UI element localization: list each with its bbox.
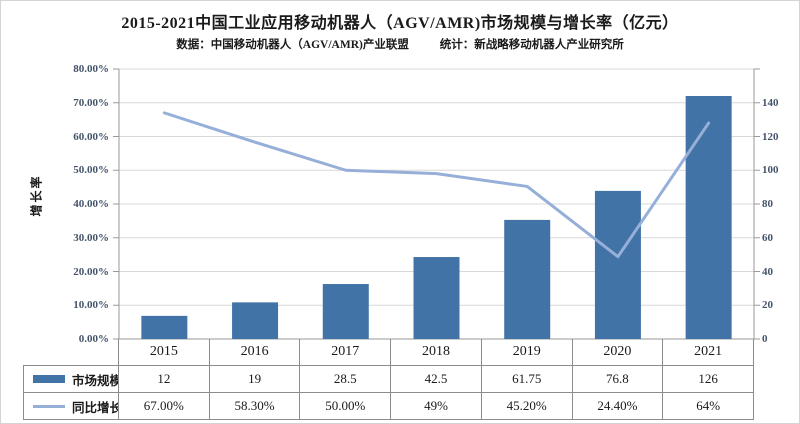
series-name: 市场规模 [72,373,119,388]
bar-2021 [685,96,732,339]
legend-cell-growth-rate: 同比增长率 [23,393,119,420]
bar-2016 [232,302,279,339]
year-cell: 2017 [300,339,392,366]
right-axis-tick-label: 60 [762,231,773,244]
left-axis-tick-label: 50.00% [73,164,109,177]
growth-value-cell: 45.20% [481,393,573,420]
market-value-cell: 61.75 [481,366,573,393]
year-cell: 2020 [572,339,664,366]
left-axis-tick-label: 0.00% [78,333,109,345]
growth-value-cell: 49% [391,393,482,420]
year-cell: 2019 [481,339,573,366]
stats-source-label: 统计：新战略移动机器人产业研究所 [439,39,624,51]
growth-rate-swatch [33,404,65,408]
bar-2019 [504,219,551,339]
left-axis-tick-label: 10.00% [73,299,109,312]
right-axis-tick-label: 100 [762,164,779,177]
left-axis-tick-label: 80.00% [73,63,109,75]
left-axis-tick-label: 20.00% [73,265,109,278]
market-value-cell: 12 [119,366,210,393]
growth-value-cell: 64% [663,393,754,420]
chart-subtitle: 数据：中国移动机器人（AGV/AMR)产业联盟 统计：新战略移动机器人产业研究所 [1,36,799,52]
year-cell: 2021 [663,339,754,366]
right-axis-tick-label: 0 [762,333,768,345]
year-cell: 2016 [209,339,301,366]
growth-value-cell: 50.00% [300,393,392,420]
market-value-cell: 42.5 [391,366,482,393]
left-axis-tick-label: 60.00% [73,130,109,143]
series-name: 同比增长率 [72,400,118,415]
market-value-cell: 28.5 [300,366,392,393]
bar-2020 [594,190,641,339]
growth-rate-line [162,111,711,259]
bar-2018 [413,257,460,339]
right-axis-tick-label: 120 [762,130,779,143]
right-axis-tick-label: 20 [762,299,773,312]
data-table: 2015 2016 2017 2018 2019 2020 2021 市场规模 12 19 28.5… [23,339,754,420]
growth-value-cell: 58.30% [209,393,301,420]
market-size-swatch [33,375,65,383]
right-axis-tick-label: 40 [762,265,773,278]
growth-value-cell: 24.40% [572,393,664,420]
data-source-label: 数据：中国移动机器人（AGV/AMR)产业联盟 [176,39,409,51]
year-cell: 2018 [391,339,482,366]
right-axis-tick-label: 80 [762,198,773,210]
market-value-cell: 76.8 [572,366,664,393]
table-corner-cell [23,339,119,366]
legend-cell-market-size: 市场规模 [23,366,119,393]
bar-2015 [141,315,188,339]
right-axis-tick-label: 140 [762,96,779,109]
year-cell: 2015 [119,339,210,366]
left-axis-tick-label: 30.00% [73,231,109,244]
growth-value-cell: 67.00% [119,393,210,420]
market-value-cell: 19 [209,366,301,393]
market-value-cell: 126 [663,366,754,393]
chart-title: 2015-2021中国工业应用移动机器人（AGV/AMR)市场规模与增长率（亿元… [121,15,679,32]
left-axis-tick-label: 40.00% [73,198,109,210]
bar-2017 [322,284,369,339]
left-axis-tick-label: 70.00% [73,96,109,109]
